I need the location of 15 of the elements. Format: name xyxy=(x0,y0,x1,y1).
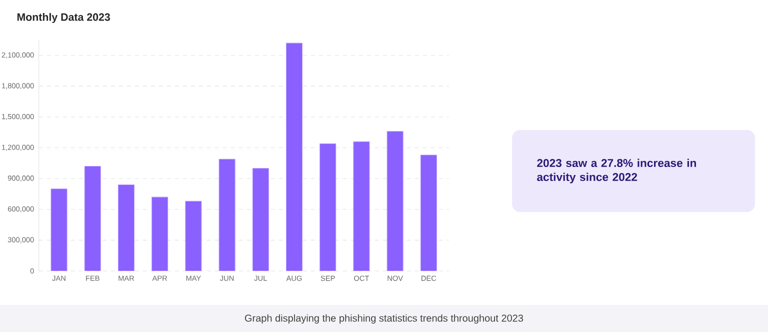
chart-title: Monthly Data 2023 xyxy=(17,13,110,23)
bar xyxy=(50,188,68,271)
bar xyxy=(320,143,336,271)
bar xyxy=(84,166,101,271)
text: Graph displaying the phishing statistics trends throughout 2023 xyxy=(244,314,524,324)
bar xyxy=(386,131,404,271)
bar xyxy=(118,184,134,271)
bar xyxy=(353,141,370,271)
bar xyxy=(185,200,202,271)
bar xyxy=(420,154,437,271)
bar xyxy=(286,42,303,271)
text: 2023 saw a 27.8% increase in activity since 2022 xyxy=(537,158,696,184)
bar xyxy=(252,168,269,271)
bar xyxy=(218,158,236,271)
bar xyxy=(152,196,168,271)
